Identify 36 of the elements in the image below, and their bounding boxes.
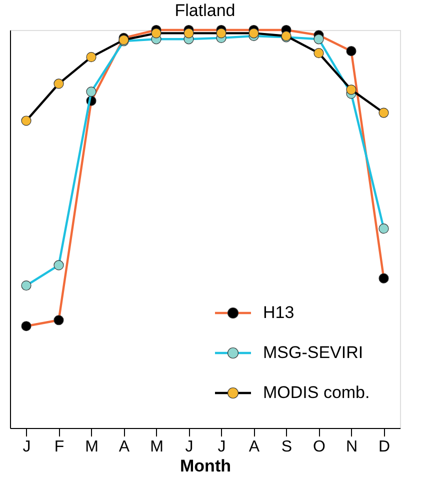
x-tick-label: J [218, 438, 226, 456]
point [378, 224, 389, 234]
x-tick-label: O [313, 438, 326, 456]
legend-label: MODIS comb. [263, 383, 370, 402]
point [378, 273, 389, 284]
point [151, 28, 162, 38]
x-tick-label: S [281, 438, 292, 456]
x-tick-label: J [22, 438, 31, 456]
point [248, 28, 259, 38]
point [314, 48, 324, 58]
point [54, 78, 64, 89]
point [54, 260, 64, 270]
point [346, 84, 356, 95]
point [378, 108, 389, 118]
point [21, 280, 32, 291]
x-tick-label: M [85, 438, 98, 456]
point [216, 28, 226, 38]
point [86, 52, 96, 62]
point [346, 46, 356, 56]
chart-title: Flatland [174, 1, 236, 20]
x-tick-label: A [248, 438, 260, 456]
point [314, 34, 324, 44]
legend-label: H13 [263, 303, 294, 322]
x-tick-label: F [54, 438, 64, 456]
x-tick-label: N [346, 438, 358, 456]
x-tick-label: M [150, 438, 164, 456]
point [54, 315, 64, 326]
x-axis-title: Month [180, 456, 231, 476]
x-tick-label: J [185, 438, 194, 456]
legend-label: MSG-SEVIRI [263, 343, 364, 362]
point [21, 116, 32, 126]
point [184, 28, 194, 38]
point [21, 321, 32, 332]
point [86, 86, 96, 97]
x-tick-label: D [378, 438, 390, 456]
x-tick-label: A [118, 438, 130, 456]
